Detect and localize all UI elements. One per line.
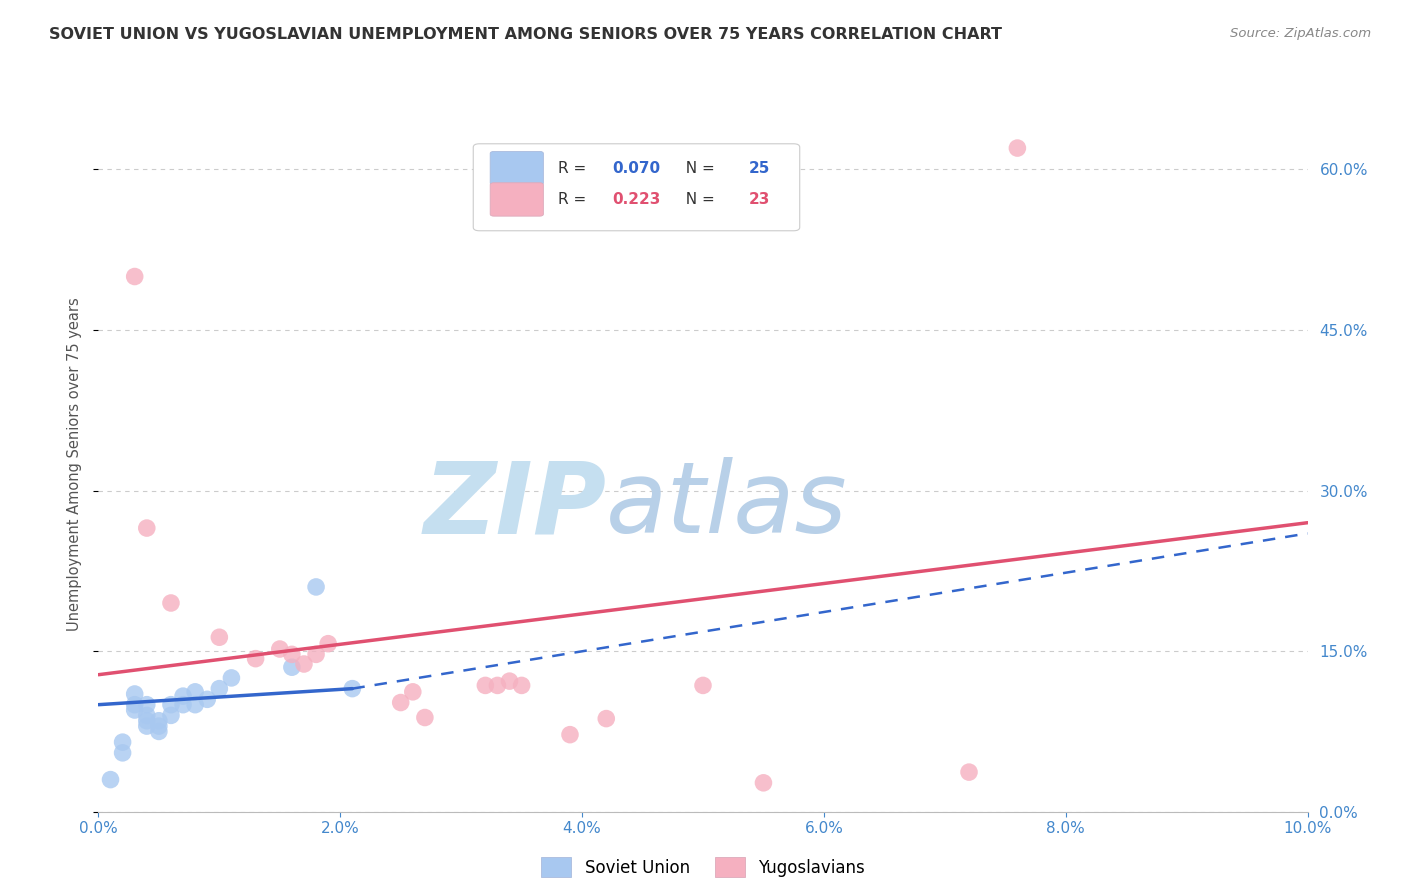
Point <box>172 689 194 703</box>
Point <box>111 746 134 760</box>
Point <box>100 772 122 787</box>
Point <box>160 708 183 723</box>
Point <box>1007 141 1029 155</box>
Point <box>402 685 425 699</box>
Text: 0.223: 0.223 <box>613 192 661 207</box>
Point <box>135 698 157 712</box>
Text: N =: N = <box>676 192 720 207</box>
Point <box>692 678 714 692</box>
FancyBboxPatch shape <box>491 183 543 216</box>
FancyBboxPatch shape <box>474 144 800 231</box>
Text: R =: R = <box>558 161 591 176</box>
Point <box>184 685 207 699</box>
Point <box>148 719 170 733</box>
Point <box>135 521 157 535</box>
Point <box>195 692 218 706</box>
Text: R =: R = <box>558 192 591 207</box>
Point <box>172 698 194 712</box>
Point <box>281 648 304 662</box>
Point <box>124 698 146 712</box>
Point <box>148 714 170 728</box>
Text: SOVIET UNION VS YUGOSLAVIAN UNEMPLOYMENT AMONG SENIORS OVER 75 YEARS CORRELATION: SOVIET UNION VS YUGOSLAVIAN UNEMPLOYMENT… <box>49 27 1002 42</box>
Point <box>957 765 980 780</box>
Point <box>595 712 617 726</box>
Point <box>316 637 339 651</box>
Point <box>160 596 183 610</box>
Text: 23: 23 <box>749 192 770 207</box>
Point <box>124 703 146 717</box>
Point <box>124 269 146 284</box>
Point <box>558 728 581 742</box>
FancyBboxPatch shape <box>491 152 543 185</box>
Text: 25: 25 <box>749 161 770 176</box>
Point <box>148 724 170 739</box>
Point <box>160 698 183 712</box>
Text: ZIP: ZIP <box>423 457 606 554</box>
Text: atlas: atlas <box>606 457 848 554</box>
Text: N =: N = <box>676 161 720 176</box>
Point <box>208 630 231 644</box>
Point <box>111 735 134 749</box>
Point <box>474 678 496 692</box>
Point <box>342 681 364 696</box>
Point <box>389 696 412 710</box>
Point <box>135 714 157 728</box>
Point <box>305 648 328 662</box>
Point <box>135 719 157 733</box>
Point <box>510 678 533 692</box>
Point <box>413 710 436 724</box>
Point <box>752 776 775 790</box>
Point <box>305 580 328 594</box>
Text: 0.070: 0.070 <box>613 161 661 176</box>
Point <box>184 698 207 712</box>
Text: Source: ZipAtlas.com: Source: ZipAtlas.com <box>1230 27 1371 40</box>
Point <box>221 671 243 685</box>
Point <box>245 651 267 665</box>
Point <box>498 674 520 689</box>
Point <box>269 642 291 657</box>
Point <box>486 678 509 692</box>
Point <box>135 708 157 723</box>
Point <box>292 657 315 671</box>
Y-axis label: Unemployment Among Seniors over 75 years: Unemployment Among Seniors over 75 years <box>67 297 83 631</box>
Legend: Soviet Union, Yugoslavians: Soviet Union, Yugoslavians <box>534 851 872 883</box>
Point <box>208 681 231 696</box>
Point <box>281 660 304 674</box>
Point <box>124 687 146 701</box>
